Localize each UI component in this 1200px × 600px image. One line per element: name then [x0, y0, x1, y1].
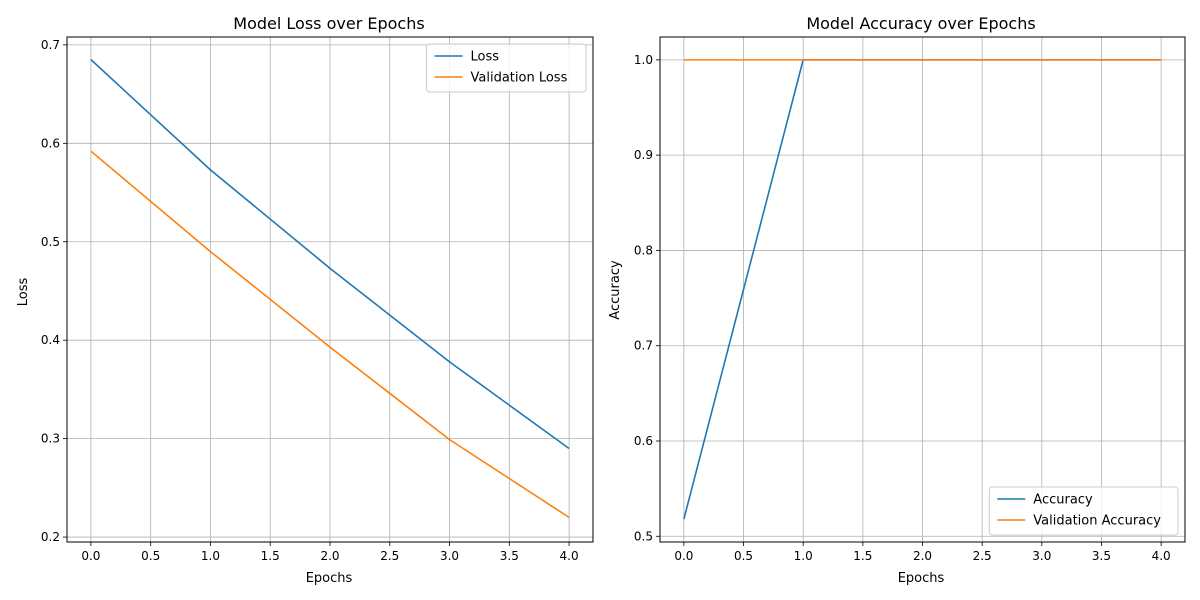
accuracy-x-tick-label: 1.5	[853, 549, 872, 563]
loss-series-line-validation-loss	[90, 150, 570, 519]
accuracy-y-tick-label: 0.7	[634, 339, 653, 353]
accuracy-ticks: 0.0 0.5 1.0 1.5 2.0 2.5 3.0 3.5 4.0 0.5 0.6 0.7 0.8 0…	[634, 53, 1171, 563]
loss-legend: Loss Validation Loss	[426, 43, 587, 93]
accuracy-y-tick-label: 0.5	[634, 529, 653, 543]
accuracy-y-tick-label: 1.0	[634, 53, 653, 67]
loss-y-axis-label: Loss	[16, 278, 31, 307]
loss-x-tick-label: 1.5	[261, 549, 280, 563]
loss-x-tick-label: 0.5	[141, 549, 160, 563]
loss-legend-label-loss: Loss	[471, 50, 500, 65]
accuracy-y-tick-label: 0.8	[634, 243, 653, 257]
loss-legend-box	[426, 43, 587, 93]
loss-series-lines	[90, 59, 570, 519]
accuracy-x-tick-label: 0.5	[734, 549, 753, 563]
accuracy-legend: Accuracy Validation Accuracy	[988, 486, 1179, 536]
loss-x-tick-label: 0.0	[81, 549, 100, 563]
accuracy-y-tick-label: 0.9	[634, 148, 653, 162]
accuracy-legend-label-accuracy: Accuracy	[1033, 493, 1093, 508]
loss-x-axis-label: Epochs	[306, 571, 353, 586]
accuracy-x-axis-label: Epochs	[898, 571, 945, 586]
accuracy-x-tick-label: 0.0	[674, 549, 693, 563]
loss-x-tick-label: 4.0	[560, 549, 579, 563]
accuracy-x-tick-label: 1.0	[794, 549, 813, 563]
accuracy-legend-label-validation-accuracy: Validation Accuracy	[1033, 514, 1161, 529]
loss-series-line-loss	[90, 59, 570, 450]
loss-x-tick-label: 3.0	[440, 549, 459, 563]
accuracy-grid	[660, 37, 1185, 542]
loss-y-tick-label: 0.6	[41, 136, 60, 150]
accuracy-y-axis-label: Accuracy	[608, 260, 623, 320]
accuracy-x-tick-label: 3.0	[1032, 549, 1051, 563]
accuracy-x-tick-label: 3.5	[1092, 549, 1111, 563]
loss-x-tick-label: 1.0	[201, 549, 220, 563]
accuracy-x-tick-label: 4.0	[1152, 549, 1171, 563]
loss-ticks: 0.0 0.5 1.0 1.5 2.0 2.5 3.0 3.5 4.0 0.2 0.3 0.4 0.5 0…	[41, 38, 579, 563]
accuracy-x-tick-label: 2.0	[913, 549, 932, 563]
loss-y-tick-label: 0.4	[41, 333, 60, 347]
loss-y-tick-label: 0.7	[41, 38, 60, 52]
loss-x-tick-label: 3.5	[500, 549, 519, 563]
loss-y-tick-label: 0.5	[41, 235, 60, 249]
loss-chart: Model Loss over Epochs Epochs Loss 0.0 0.…	[16, 14, 594, 586]
loss-x-tick-label: 2.5	[380, 549, 399, 563]
loss-y-tick-label: 0.2	[41, 530, 60, 544]
loss-legend-label-validation-loss: Validation Loss	[471, 71, 568, 86]
accuracy-x-tick-label: 2.5	[973, 549, 992, 563]
accuracy-chart: Model Accuracy over Epochs Epochs Accura…	[608, 14, 1186, 586]
accuracy-y-tick-label: 0.6	[634, 434, 653, 448]
loss-x-tick-label: 2.0	[320, 549, 339, 563]
accuracy-series-lines	[683, 59, 1162, 520]
loss-y-tick-label: 0.3	[41, 432, 60, 446]
accuracy-legend-box	[988, 486, 1179, 536]
loss-chart-title: Model Loss over Epochs	[233, 14, 424, 33]
accuracy-chart-title: Model Accuracy over Epochs	[806, 14, 1035, 33]
